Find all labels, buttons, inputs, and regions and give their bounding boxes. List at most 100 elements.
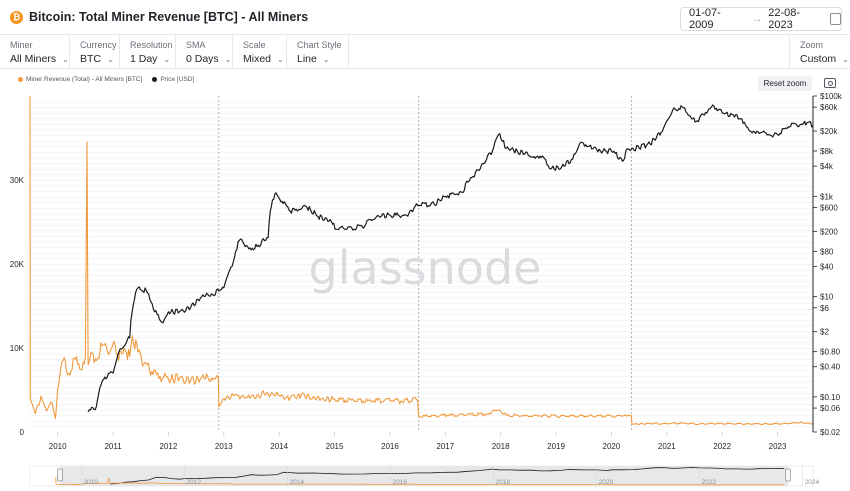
legend-label-revenue: Miner Revenue (Total) - All Miners [BTC] [26, 76, 143, 83]
navigator-year-label: 2022 [702, 479, 717, 486]
right-tick-label: $0.80 [820, 348, 841, 357]
range-navigator[interactable]: 2010 2012 2014 2016 2018 2020 2022 2024 [29, 465, 820, 487]
chevron-down-icon: ⌄ [62, 55, 69, 64]
right-tick-label: $40 [820, 262, 834, 271]
date-to[interactable]: 22-08-2023 [768, 7, 801, 31]
series-line-price [87, 104, 814, 413]
legend-label-price: Price [USD] [160, 76, 195, 83]
x-tick-label: 2015 [326, 442, 344, 451]
x-tick-label: 2021 [658, 442, 676, 451]
right-tick-label: $1k [820, 192, 834, 201]
currency-label: Currency [80, 40, 117, 50]
legend-item-revenue[interactable]: Miner Revenue (Total) - All Miners [BTC] [18, 76, 142, 83]
date-from[interactable]: 01-07-2009 [689, 7, 721, 31]
navigator-year-label: 2016 [393, 479, 408, 486]
resolution-value[interactable]: 1 Day [130, 53, 158, 65]
chevron-down-icon: ⌄ [163, 55, 171, 64]
navigator-handle[interactable] [785, 468, 791, 482]
right-tick-label: $60k [820, 103, 838, 112]
x-tick-label: 2012 [160, 442, 178, 451]
right-tick-label: $2 [820, 328, 829, 337]
right-axis: $100k $60k $20k $8k $4k $1k $600 $200 $80 $40 $10 $… [813, 92, 843, 437]
right-tick-label: $8k [820, 147, 834, 156]
sma-label: SMA [186, 40, 206, 50]
arrow-right-icon: → [752, 13, 763, 25]
right-tick-label: $20k [820, 127, 838, 136]
calendar-icon[interactable] [829, 13, 841, 25]
chart-style-select[interactable]: Chart Style Line ⌄ [287, 34, 349, 68]
right-tick-label: $80 [820, 247, 834, 256]
zoom-value[interactable]: Custom [800, 53, 837, 65]
date-range-picker[interactable]: 01-07-2009 → 22-08-2023 [680, 7, 842, 31]
x-tick-label: 2019 [547, 442, 565, 451]
chevron-down-icon: ⌄ [322, 55, 330, 64]
navigator-year-label: 2012 [187, 479, 202, 486]
sma-select[interactable]: SMA 0 Days ⌄ [176, 34, 233, 68]
right-tick-label: $600 [820, 203, 838, 212]
x-tick-label: 2011 [104, 442, 122, 451]
x-tick-label: 2023 [769, 442, 787, 451]
right-tick-label: $6 [820, 304, 829, 313]
chart-legend: Miner Revenue (Total) - All Miners [BTC]… [18, 76, 204, 83]
right-tick-label: $4k [820, 162, 834, 171]
miner-label: Miner [10, 40, 33, 50]
right-tick-label: $0.02 [820, 428, 841, 437]
chevron-down-icon: ⌄ [107, 55, 114, 64]
scale-value[interactable]: Mixed [243, 53, 272, 65]
grid-lines [30, 101, 813, 428]
x-tick-label: 2014 [270, 442, 288, 451]
scale-select[interactable]: Scale Mixed ⌄ [233, 34, 287, 68]
left-tick-label: 30K [10, 176, 25, 185]
resolution-select[interactable]: Resolution 1 Day ⌄ [120, 34, 176, 68]
navigator-year-label: 2014 [290, 479, 305, 486]
x-tick-label: 2013 [215, 442, 233, 451]
legend-dot-price [152, 77, 158, 82]
series-line-revenue [29, 95, 813, 426]
left-tick-label: 0 [20, 428, 25, 437]
navigator-year-label: 2024 [805, 479, 820, 486]
camera-icon[interactable] [824, 78, 836, 88]
halving-lines [218, 96, 632, 432]
reset-zoom-button[interactable]: Reset zoom [758, 76, 812, 91]
left-tick-label: 20K [10, 260, 25, 269]
legend-dot-revenue [18, 77, 23, 82]
navigator-year-label: 2018 [496, 479, 511, 486]
right-tick-label: $0.10 [820, 393, 841, 402]
zoom-select[interactable]: Zoom Custom ⌄ [789, 34, 850, 68]
chart-style-value[interactable]: Line [297, 53, 317, 65]
navigator-handle[interactable] [57, 468, 63, 482]
right-tick-label: $100k [820, 92, 843, 101]
navigator-revenue-line [55, 476, 785, 486]
right-tick-label: $10 [820, 293, 834, 302]
x-tick-label: 2017 [436, 442, 454, 451]
left-tick-label: 10K [10, 344, 25, 353]
watermark: glassnode [309, 241, 542, 295]
left-axis: 0 10K 20K 30K [10, 176, 25, 437]
right-tick-label: $0.40 [820, 363, 841, 372]
navigator-selection [60, 466, 788, 486]
top-bar: ₿ Bitcoin: Total Miner Revenue [BTC] - A… [0, 0, 850, 35]
chevron-down-icon: ⌄ [224, 55, 232, 64]
controls-bar: Miner All Miners ⌄ Currency BTC ⌄ Resoluti… [0, 34, 850, 69]
x-tick-label: 2016 [381, 442, 399, 451]
miner-select[interactable]: Miner All Miners ⌄ [0, 34, 70, 68]
currency-value[interactable]: BTC [80, 53, 101, 65]
legend-item-price[interactable]: Price [USD] [152, 76, 194, 83]
chevron-down-icon: ⌄ [842, 55, 849, 64]
miner-value[interactable]: All Miners [10, 53, 57, 65]
currency-select[interactable]: Currency BTC ⌄ [70, 34, 120, 68]
x-tick-label: 2022 [713, 442, 731, 451]
navigator-year-label: 2010 [84, 479, 99, 486]
sma-value[interactable]: 0 Days [186, 53, 219, 65]
bitcoin-icon: ₿ [10, 10, 23, 24]
navigator-price-line [109, 467, 785, 485]
navigator-year-label: 2020 [599, 479, 614, 486]
x-tick-label: 2018 [492, 442, 510, 451]
right-tick-label: $200 [820, 227, 838, 236]
x-tick-label: 2010 [49, 442, 67, 451]
resolution-label: Resolution [130, 40, 173, 50]
x-axis: 2010 2011 2012 2013 2014 2015 2016 2017 2018 2019… [49, 432, 787, 451]
chevron-down-icon: ⌄ [277, 55, 284, 64]
series-layer [29, 95, 814, 426]
